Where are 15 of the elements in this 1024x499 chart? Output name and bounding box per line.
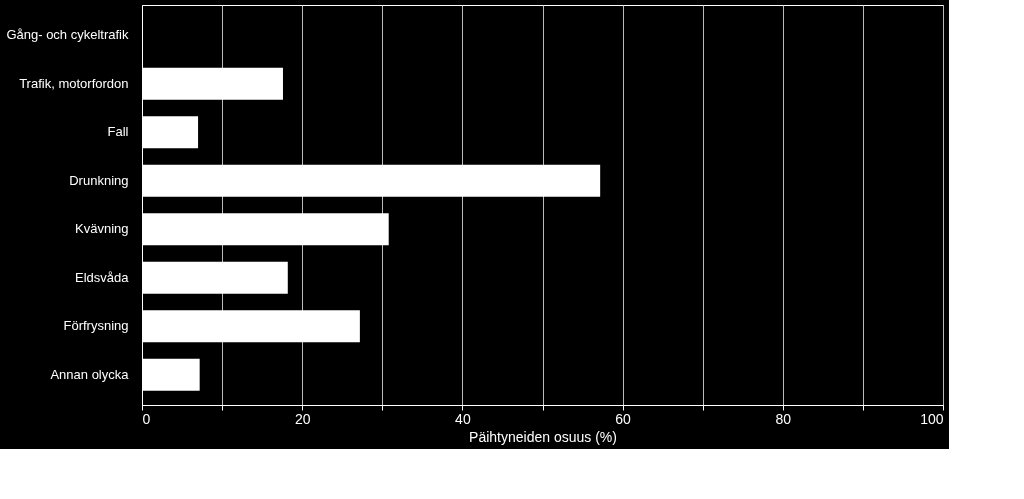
y-tick-label: Eldsvåda (75, 269, 130, 285)
y-tick-label: Annan olycka (50, 366, 130, 382)
y-tick-label: Fall (107, 124, 129, 140)
y-tick-label: Kvävning (75, 221, 129, 237)
y-tick-label: Förfrysning (63, 318, 129, 334)
y-tick-label: Trafik, motorfordon (19, 75, 129, 91)
y-tick-label: Drunkning (69, 172, 129, 188)
x-tick-label: 60 (615, 410, 632, 427)
x-tick-label: 0 (142, 410, 151, 427)
x-axis-title: Päihtyneiden osuus (%) (469, 428, 617, 445)
x-tick-label: 40 (455, 410, 471, 427)
x-tick-label: 20 (294, 410, 311, 427)
x-tick-label: 100 (920, 410, 944, 427)
x-tick-label: 80 (775, 410, 792, 427)
y-tick-label: Gång- och cykeltrafik (6, 27, 129, 43)
